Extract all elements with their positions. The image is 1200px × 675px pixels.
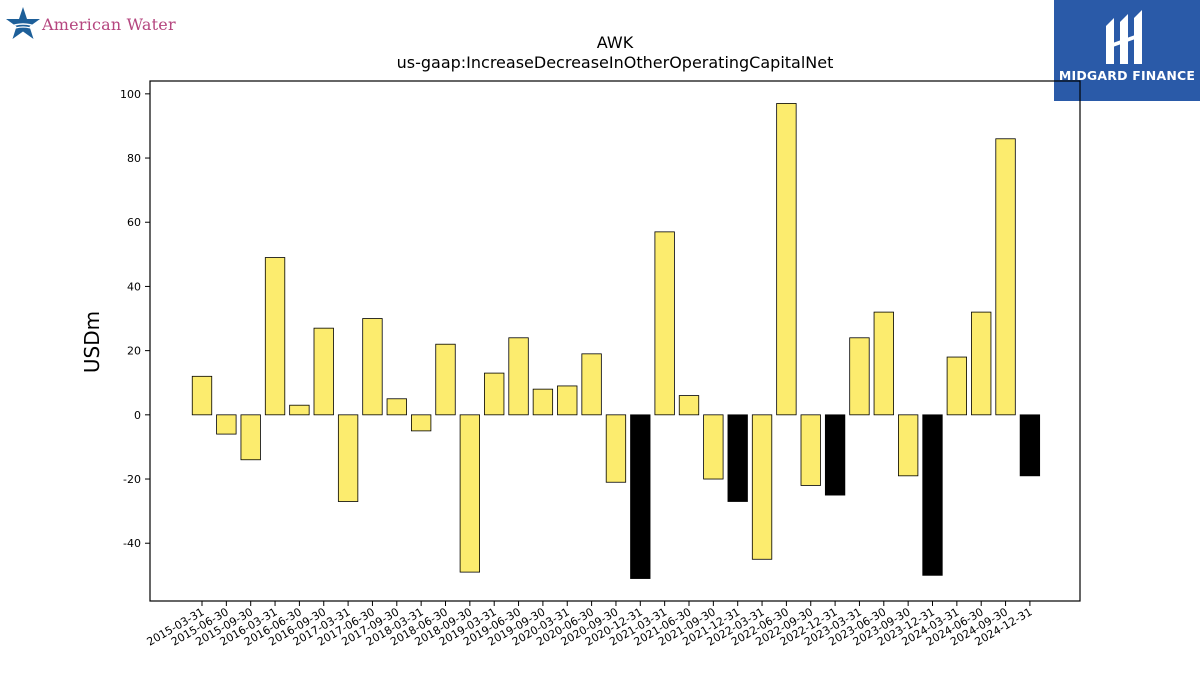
bar-2022-06-30 bbox=[776, 103, 797, 416]
bar-2020-03-31 bbox=[557, 385, 578, 416]
bar-2016-06-30 bbox=[289, 404, 310, 416]
bar-2023-09-30 bbox=[898, 414, 919, 477]
bar-2022-03-31 bbox=[751, 414, 773, 560]
y-tick-label: 20 bbox=[127, 345, 141, 358]
bar-2023-12-31 bbox=[922, 414, 943, 576]
bar-2020-06-30 bbox=[581, 353, 602, 416]
midgard-finance-logo: MIDGARD FINANCE bbox=[1054, 0, 1200, 101]
bar-2019-09-30 bbox=[532, 388, 554, 416]
bar-2015-06-30 bbox=[216, 414, 237, 435]
bar-2017-09-30 bbox=[386, 398, 407, 416]
bar-2020-12-31 bbox=[630, 414, 651, 579]
bar-2018-03-31 bbox=[410, 414, 432, 432]
y-tick-label: 100 bbox=[120, 88, 141, 101]
bar-2017-03-31 bbox=[337, 414, 359, 502]
y-tick-label: -20 bbox=[123, 473, 141, 486]
bar-2021-06-30 bbox=[678, 395, 700, 416]
y-tick-label: 0 bbox=[134, 409, 141, 422]
y-tick-label: 60 bbox=[127, 216, 141, 229]
bars-group bbox=[191, 103, 1041, 579]
midgard-finance-logo-text: MIDGARD FINANCE bbox=[1058, 68, 1196, 83]
y-tick-label: 80 bbox=[127, 152, 141, 165]
midgard-mark-icon bbox=[1106, 10, 1142, 64]
bar-2021-09-30 bbox=[703, 414, 724, 480]
bar-2016-09-30 bbox=[313, 327, 334, 416]
bar-2016-03-31 bbox=[264, 257, 286, 416]
chart-title: AWK bbox=[596, 33, 634, 52]
y-tick-label: 40 bbox=[127, 280, 141, 293]
bar-2017-06-30 bbox=[362, 318, 383, 416]
bar-2021-12-31 bbox=[727, 414, 748, 502]
y-axis: -40 -20 0 20 40 60 80 100 bbox=[120, 88, 150, 550]
bar-2020-09-30 bbox=[605, 414, 627, 483]
bar-2015-03-31 bbox=[191, 375, 213, 416]
american-water-logo-text: American Water bbox=[42, 14, 176, 34]
bar-2018-09-30 bbox=[459, 414, 481, 573]
bar-2022-12-31 bbox=[824, 414, 846, 496]
bar-2015-09-30 bbox=[240, 414, 261, 461]
bar-2019-06-30 bbox=[508, 337, 529, 416]
american-water-logo: American Water bbox=[4, 4, 204, 44]
chart-subtitle: us-gaap:IncreaseDecreaseInOtherOperating… bbox=[396, 53, 834, 72]
x-axis: 2015-03-312015-06-302015-09-302016-03-31… bbox=[145, 601, 1034, 649]
bar-2019-03-31 bbox=[484, 372, 505, 416]
bar-2024-06-30 bbox=[971, 311, 992, 416]
bar-2023-06-30 bbox=[873, 311, 894, 416]
bar-2021-03-31 bbox=[654, 231, 675, 416]
star-icon bbox=[6, 7, 40, 39]
bar-2023-03-31 bbox=[849, 337, 870, 416]
plot-frame bbox=[149, 80, 1081, 602]
bar-2024-09-30 bbox=[995, 138, 1016, 416]
bar-2024-03-31 bbox=[946, 356, 967, 416]
bar-2018-06-30 bbox=[435, 343, 456, 416]
y-tick-label: -40 bbox=[123, 537, 141, 550]
bar-2022-09-30 bbox=[800, 414, 821, 486]
bar-2024-12-31 bbox=[1019, 414, 1041, 477]
